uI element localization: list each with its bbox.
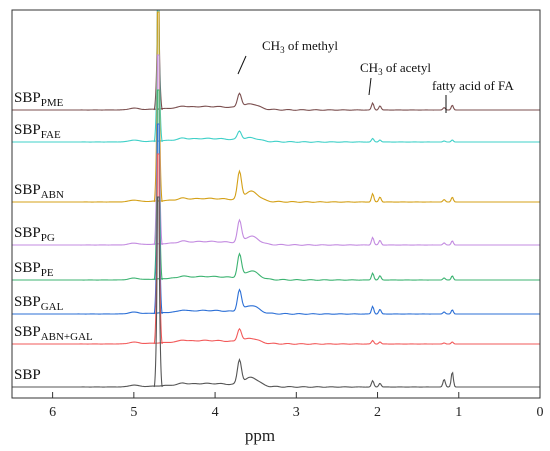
spectrum-line-sbp-abn <box>12 169 540 203</box>
series-label: SBPFAE <box>14 122 61 141</box>
annotation-fatty-acid: fatty acid of FA <box>432 78 514 93</box>
series-label: SBPABN <box>14 182 64 201</box>
annotation-pointer <box>368 77 372 96</box>
water-peak-sbp <box>153 196 163 388</box>
series-label: SBPABN+GAL <box>14 324 93 343</box>
water-peak-sbp-abn <box>153 11 163 203</box>
water-peak-sbp-pg <box>153 54 163 246</box>
spectrum-line-sbp <box>12 358 540 388</box>
annotation-pointer <box>237 55 247 75</box>
series-label: SBPGAL <box>14 294 64 313</box>
water-peak-sbp-pe <box>153 89 163 281</box>
series-label: SBPPG <box>14 225 55 244</box>
x-tick-layer: 6 5 4 3 2 1 0 <box>49 392 544 420</box>
spectrum-line-sbp-fae <box>12 130 540 143</box>
series-label: SBPPE <box>14 260 54 279</box>
spectrum-line-sbp-pme <box>12 92 540 111</box>
x-axis: 6 5 4 3 2 1 0 ppm <box>11 9 544 445</box>
series-label: SBPPME <box>14 90 64 109</box>
spectrum-line-sbp-pe <box>12 252 540 281</box>
x-tick-label: 5 <box>130 405 137 420</box>
x-axis-label: ppm <box>245 426 275 445</box>
water-peak-sbp-abn-gal <box>153 153 163 345</box>
spectrum-line-sbp-pg <box>12 218 540 246</box>
x-tick-label: 2 <box>374 405 381 420</box>
spectrum-line-sbp-abn-gal <box>12 327 540 345</box>
water-peak-sbp-gal <box>153 123 163 315</box>
water-peak-sbp-fae <box>153 9 163 143</box>
x-tick-label: 4 <box>212 405 219 420</box>
spectrum-line-sbp-gal <box>12 288 540 315</box>
water-peak-sbp-pme <box>153 9 163 111</box>
annotation-ch3-methyl: CH3 of methyl <box>262 38 338 55</box>
x-tick-label: 1 <box>455 405 462 420</box>
x-tick-label: 0 <box>537 405 544 420</box>
x-tick-label: 3 <box>293 405 300 420</box>
spectra-series-layer: SBPPME SBPFAE SBPABN SBPPG SBPPE SBPGAL SBPABN… <box>12 9 540 388</box>
series-label: SBP <box>14 367 41 383</box>
x-tick-label: 6 <box>49 405 56 420</box>
plot-frame <box>11 9 541 399</box>
annotation-ch3-acetyl: CH3 of acetyl <box>360 60 431 77</box>
